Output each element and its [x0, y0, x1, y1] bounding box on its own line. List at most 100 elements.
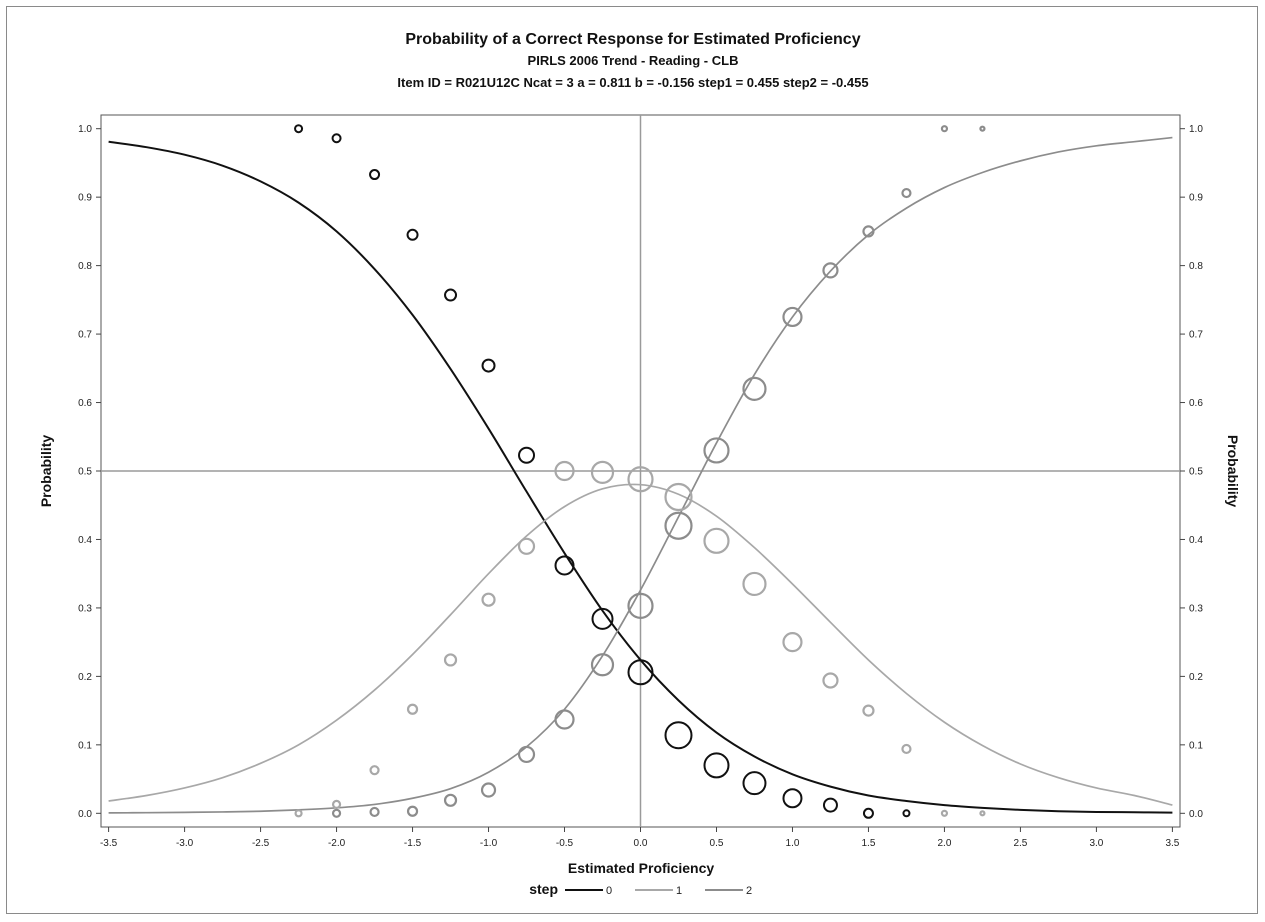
y-right-tick-label: 0.0 [1189, 809, 1203, 820]
point-step-0 [554, 555, 575, 576]
y-axis-ticks-left: 0.0 0.1 0.2 0.3 0.4 0.5 0.6 0.7 0.8 0.9 1.0 [78, 124, 101, 820]
x-tick-label: -1.0 [480, 838, 498, 849]
point-step-1 [862, 704, 875, 717]
point-step-0 [481, 358, 496, 373]
x-tick-label: 2.5 [1013, 838, 1027, 849]
point-step-2 [331, 808, 342, 818]
y-right-tick-label: 0.7 [1189, 330, 1203, 341]
point-step-0 [369, 169, 381, 181]
y-right-tick-label: 0.8 [1189, 261, 1203, 272]
chart-subtitle-item: Item ID = R021U12C Ncat = 3 a = 0.811 b … [397, 75, 868, 90]
point-step-0 [627, 659, 654, 686]
y-right-tick-label: 0.6 [1189, 398, 1203, 409]
y-tick-label: 0.6 [78, 398, 92, 409]
point-step-2 [862, 225, 875, 238]
point-step-2 [590, 653, 615, 677]
chart-title: Probability of a Correct Response for Es… [405, 31, 860, 48]
point-step-0 [902, 809, 911, 818]
point-step-2 [703, 437, 730, 464]
point-step-1 [443, 653, 458, 667]
y-tick-label: 0.3 [78, 603, 92, 614]
point-step-1 [940, 809, 949, 817]
irt-probability-chart: Probability of a Correct Response for Es… [38, 31, 1241, 897]
x-tick-label: 3.0 [1089, 838, 1103, 849]
x-axis-ticks: -3.5 -3.0 -2.5 -2.0 -1.5 -1.0 -0.5 0.0 0.5 1.0 1.5… [100, 827, 1180, 849]
legend-label-step-0: 0 [606, 885, 612, 897]
point-step-1 [822, 672, 839, 689]
point-step-1 [554, 460, 575, 482]
y-tick-label: 0.7 [78, 330, 92, 341]
point-step-1 [901, 743, 912, 755]
point-step-2 [782, 306, 803, 328]
point-step-1 [703, 527, 730, 554]
y-right-tick-label: 0.9 [1189, 193, 1203, 204]
y-tick-label: 0.2 [78, 672, 92, 683]
y-right-tick-label: 0.2 [1189, 672, 1203, 683]
point-step-0 [703, 752, 730, 779]
y-tick-label: 0.4 [78, 535, 92, 546]
x-tick-label: -0.5 [556, 838, 574, 849]
chart-frame: Probability of a Correct Response for Es… [6, 6, 1258, 914]
point-step-1 [369, 765, 380, 776]
point-step-1 [782, 632, 803, 653]
y-tick-label: 0.9 [78, 193, 92, 204]
x-tick-label: 0.5 [710, 838, 724, 849]
x-tick-label: -3.0 [176, 838, 194, 849]
y-right-tick-label: 0.4 [1189, 535, 1203, 546]
y-tick-label: 0.5 [78, 467, 92, 478]
y-right-tick-label: 0.1 [1189, 740, 1203, 751]
point-step-0 [822, 797, 838, 813]
model-curves [108, 136, 1173, 814]
point-step-2 [742, 376, 767, 401]
point-step-0 [664, 721, 693, 750]
x-tick-label: 2.0 [937, 838, 951, 849]
x-tick-label: -1.5 [404, 838, 422, 849]
x-tick-label: -2.5 [252, 838, 270, 849]
point-step-1 [294, 809, 303, 818]
point-step-2 [664, 511, 693, 540]
point-step-0 [294, 124, 304, 134]
point-step-2 [406, 805, 419, 817]
y-axis-ticks-right: 0.0 0.1 0.2 0.3 0.4 0.5 0.6 0.7 0.8 0.9 1.0 [1180, 124, 1203, 820]
point-step-2 [940, 125, 949, 133]
point-step-1 [979, 810, 986, 817]
point-step-1 [517, 537, 536, 555]
point-step-2 [480, 782, 497, 798]
x-tick-label: 1.0 [786, 838, 800, 849]
y-axis-label-right: Probability [1225, 435, 1241, 508]
curve-step-0 [108, 140, 1173, 814]
x-axis-label: Estimated Proficiency [568, 860, 714, 876]
point-step-0 [406, 228, 419, 241]
y-tick-label: 1.0 [78, 124, 92, 135]
point-step-2 [822, 262, 839, 279]
point-step-1 [664, 482, 693, 512]
y-tick-label: 0.8 [78, 261, 92, 272]
point-step-0 [782, 788, 803, 809]
point-step-0 [331, 133, 342, 144]
x-tick-label: 0.0 [634, 838, 648, 849]
y-axis-label-left: Probability [38, 435, 54, 508]
point-step-1 [406, 703, 419, 715]
observed-points [294, 124, 986, 819]
curve-step-1 [108, 483, 1173, 806]
point-step-2 [979, 125, 986, 132]
legend-label-step-1: 1 [676, 885, 682, 897]
point-step-1 [627, 466, 654, 493]
point-step-0 [862, 807, 874, 819]
point-step-2 [554, 709, 575, 730]
point-step-0 [518, 446, 536, 464]
point-step-2 [627, 592, 654, 619]
y-right-tick-label: 1.0 [1189, 124, 1203, 135]
point-step-1 [481, 592, 496, 607]
chart-subtitle: PIRLS 2006 Trend - Reading - CLB [528, 53, 739, 68]
reference-lines [101, 115, 1180, 827]
y-tick-label: 0.0 [78, 809, 92, 820]
y-right-tick-label: 0.3 [1189, 603, 1203, 614]
curve-step-2 [108, 136, 1173, 814]
y-right-tick-label: 0.5 [1189, 467, 1203, 478]
point-step-1 [331, 799, 342, 810]
point-step-1 [590, 460, 615, 484]
legend-label-step-2: 2 [746, 885, 752, 897]
point-step-0 [591, 607, 614, 630]
legend-title: step [529, 881, 558, 897]
